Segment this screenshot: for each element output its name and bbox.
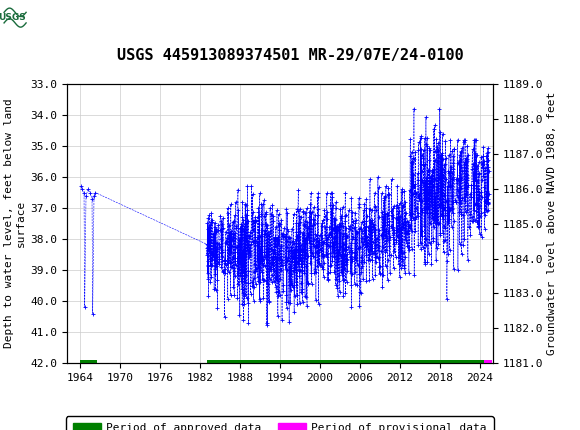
Bar (80, 360, 97, 367)
Legend: Period of approved data, Period of provisional data: Period of approved data, Period of provi… (66, 416, 494, 430)
Bar (484, 360, 492, 367)
Text: USGS: USGS (0, 13, 26, 22)
Bar (3, 3, 46, 32)
Y-axis label: Groundwater level above NAVD 1988, feet: Groundwater level above NAVD 1988, feet (548, 92, 557, 355)
Y-axis label: Depth to water level, feet below land
surface: Depth to water level, feet below land su… (4, 99, 26, 348)
Bar (206, 360, 484, 367)
Text: USGS: USGS (52, 11, 95, 25)
Text: USGS 445913089374501 MR-29/07E/24-0100: USGS 445913089374501 MR-29/07E/24-0100 (117, 48, 463, 63)
